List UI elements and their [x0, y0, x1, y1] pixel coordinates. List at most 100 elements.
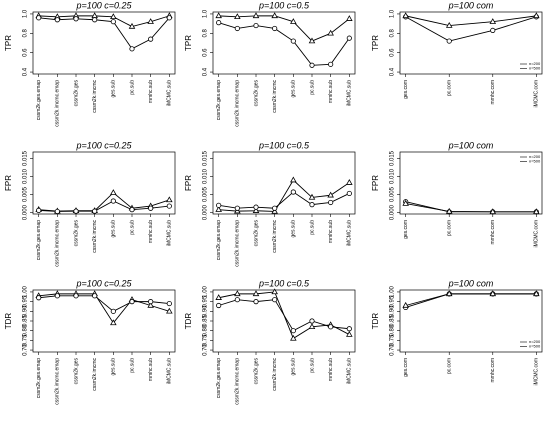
plot-frame [32, 11, 176, 75]
x-tick-label: cssm2k.imcmc [92, 80, 98, 113]
y-tick-label: 0.000 [203, 204, 209, 220]
circle-marker [328, 61, 334, 67]
triangle-marker [234, 13, 241, 20]
triangle-marker [346, 330, 353, 337]
panel-title: p=100 c=0.25 [75, 0, 132, 10]
series-line [405, 203, 537, 213]
circle-marker [110, 198, 116, 204]
y-tick-label: 0.85 [390, 315, 396, 327]
triangle-marker [308, 193, 316, 200]
plot-frame [399, 11, 543, 75]
y-tick-label: 0.90 [390, 305, 396, 317]
triangle-marker [215, 12, 222, 19]
y-tick-label: 0.75 [23, 334, 29, 346]
circle-marker [272, 297, 278, 303]
triangle-marker [445, 21, 453, 28]
series-line [38, 295, 170, 312]
y-tick-label: 0.95 [203, 295, 209, 307]
triangle-marker [308, 323, 316, 330]
series-line [218, 179, 350, 212]
y-tick-label: 0.6 [23, 48, 29, 57]
plot-frame [32, 151, 176, 215]
triangle-marker [215, 294, 222, 300]
x-tick-label: cssm2k.imcmc [272, 220, 278, 253]
circle-marker [272, 25, 278, 32]
circle-marker [166, 300, 172, 307]
x-tick-label: pc.sub [129, 358, 135, 373]
y-tick-label: 0.6 [390, 48, 396, 57]
series-line [38, 293, 170, 324]
y-tick-label: 0.4 [23, 67, 29, 76]
circle-marker [148, 205, 154, 211]
y-tick-label: 0.90 [203, 305, 209, 317]
y-tick-label: 0.8 [203, 28, 209, 37]
x-tick-label: cssm2k.ges.emap [216, 220, 222, 261]
x-tick-label: cssm2k.imcmc.emap [235, 80, 241, 127]
series-line [38, 17, 170, 50]
x-tick-label: cssm2k.imcmc [272, 358, 278, 391]
triangle-marker [327, 29, 334, 36]
y-axis-label: FPR [371, 175, 380, 191]
triangle-marker [533, 290, 540, 297]
circle-marker [253, 299, 259, 305]
legend-label: n=200 [529, 61, 541, 66]
y-tick-label: 0.015 [390, 150, 396, 166]
circle-marker [309, 62, 315, 68]
y-axis-label: TPR [371, 35, 380, 51]
x-tick-label: mmhc.com [490, 80, 496, 104]
y-tick-label: 0.8 [390, 28, 396, 37]
y-tick-label: 0.8 [23, 28, 29, 37]
x-tick-label: iMCMC.com [534, 358, 540, 386]
y-tick-label: 0.95 [23, 295, 29, 307]
x-tick-label: pc.sub [129, 80, 135, 95]
x-tick-label: ges.sub [291, 80, 297, 98]
legend-label: n=200 [529, 339, 541, 344]
circle-marker [234, 25, 240, 32]
circle-marker [346, 35, 352, 41]
x-tick-label: cssm2k.imcmc [272, 80, 278, 113]
circle-marker [148, 36, 154, 42]
circle-marker [309, 318, 315, 324]
circle-marker [234, 297, 240, 303]
triangle-marker [402, 199, 409, 206]
x-tick-label: mmhc.com [490, 220, 496, 244]
legend-label: n=200 [529, 154, 541, 159]
series-line [38, 15, 170, 28]
y-tick-label: 1.0 [390, 9, 396, 18]
panel-title: p=100 com [448, 0, 494, 10]
y-tick-label: 0.000 [390, 204, 396, 220]
triangle-marker [308, 37, 316, 44]
y-tick-label: 0.010 [390, 168, 396, 184]
x-tick-label: ges.sub [291, 358, 297, 376]
y-tick-label: 0.015 [23, 150, 29, 166]
circle-marker [272, 205, 278, 211]
triangle-marker [234, 290, 241, 297]
triangle-marker [346, 15, 353, 21]
x-tick-label: ges.sub [111, 358, 117, 376]
x-tick-label: mmhc.sub [148, 358, 154, 381]
circle-marker [253, 204, 259, 210]
circle-marker [346, 190, 352, 197]
circle-marker [148, 299, 154, 305]
circle-marker [54, 208, 60, 215]
x-tick-label: mmhc.sub [328, 358, 334, 381]
triangle-marker [215, 206, 222, 212]
y-tick-label: 0.80 [203, 324, 209, 336]
triangle-marker [252, 207, 260, 213]
x-tick-label: cssm2k.ges [73, 358, 79, 385]
x-tick-label: mmhc.sub [328, 220, 334, 243]
circle-marker [73, 293, 79, 299]
y-tick-label: 0.010 [23, 168, 29, 184]
circle-marker [92, 293, 98, 299]
y-tick-label: 1.0 [23, 9, 29, 18]
circle-marker [110, 308, 116, 314]
y-axis-label: TDR [4, 313, 13, 330]
triangle-marker [402, 12, 409, 19]
y-tick-label: 0.70 [23, 344, 29, 356]
y-tick-label: 0.90 [23, 305, 29, 317]
x-tick-label: cssm2k.ges.emap [36, 80, 42, 121]
x-tick-label: cssm2k.ges.emap [216, 358, 222, 399]
x-tick-label: cssm2k.ges [253, 220, 259, 247]
x-tick-label: pc.com [447, 220, 453, 236]
circle-marker [309, 202, 315, 208]
